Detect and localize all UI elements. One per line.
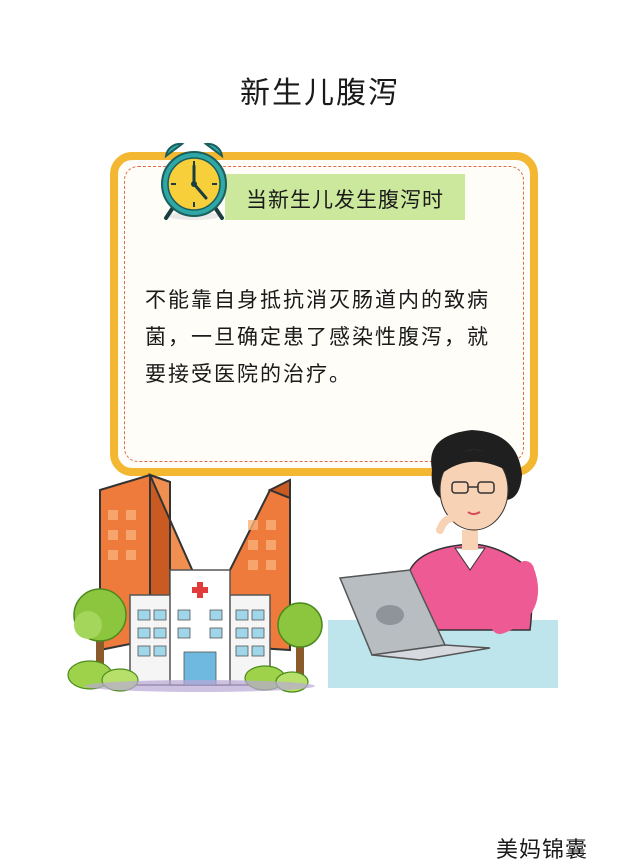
hospital-doctor-illustration bbox=[67, 430, 558, 693]
page-title: 新生儿腹泻 bbox=[240, 76, 400, 111]
hospital-building-icon bbox=[129, 569, 271, 686]
footer-brand: 美妈锦囊 bbox=[495, 838, 588, 863]
card-subtitle: 当新生儿发生腹泻时 bbox=[246, 188, 444, 212]
alarm-clock-icon bbox=[161, 142, 227, 220]
laptop-icon bbox=[338, 569, 491, 661]
card-dashed-border bbox=[124, 166, 524, 462]
doctor-icon bbox=[402, 430, 538, 634]
subtitle-highlight bbox=[225, 174, 465, 220]
tree-icon bbox=[73, 588, 323, 680]
card-body-text: 不能靠自身抵抗消灭肠道内的致病菌，一旦确定患了感染性腹泻，就要接受医院的治疗。 bbox=[145, 288, 490, 386]
